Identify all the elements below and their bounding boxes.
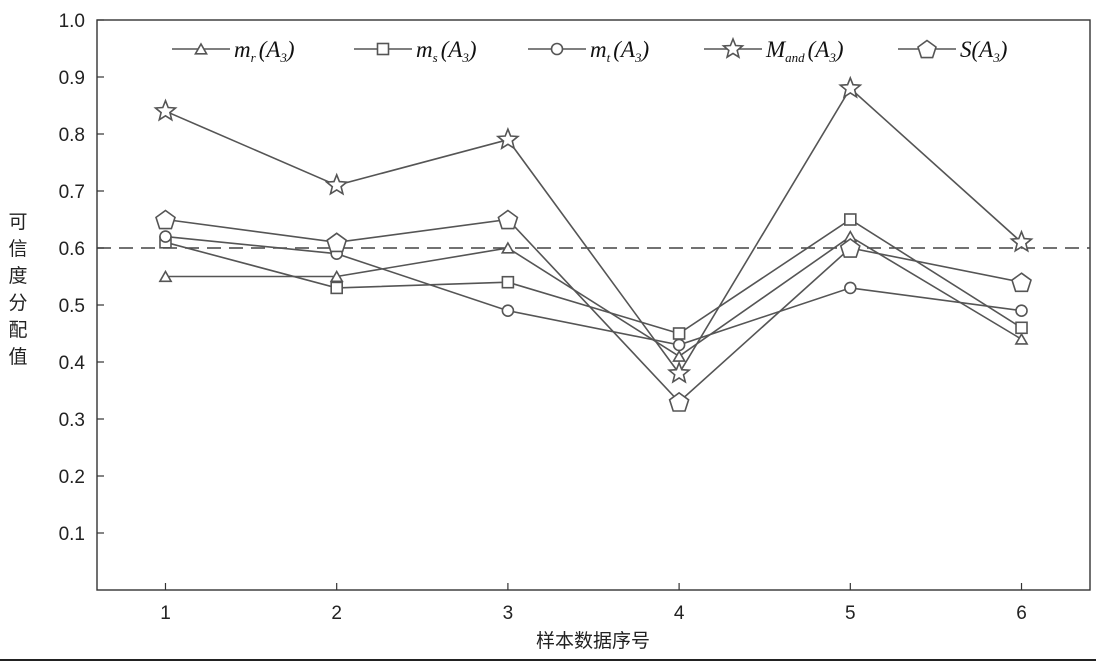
legend-marker-triangle [194, 42, 208, 55]
x-tick-label: 2 [331, 603, 342, 624]
legend-marker-square [376, 42, 390, 56]
series-triangle [158, 229, 1029, 362]
data-point-square [1015, 321, 1028, 335]
data-point-square [844, 213, 857, 226]
x-tick-label: 1 [160, 603, 171, 624]
data-point-pentagon [839, 238, 861, 258]
data-point-pentagon [497, 209, 519, 230]
y-tick-label: 0.8 [59, 125, 85, 146]
series-line-star [165, 87, 1023, 375]
series-line-circle [165, 235, 1022, 346]
y-tick-label: 0.9 [59, 68, 85, 89]
data-point-triangle [1014, 332, 1029, 345]
legend-item-square: ms (A3) [354, 37, 477, 65]
data-point-circle [672, 338, 686, 352]
legend-label: ms (A3) [416, 37, 477, 65]
series-layer [153, 75, 1034, 412]
data-point-star [495, 127, 520, 150]
x-tick-label: 3 [503, 603, 514, 624]
y-axis-title-char: 配 [8, 319, 27, 341]
x-tick-label: 6 [1016, 603, 1027, 624]
y-tick-label: 0.7 [59, 182, 85, 203]
data-point-star [153, 98, 178, 122]
y-tick-label: 1.0 [59, 11, 85, 32]
ticks-layer: 0.1 0.2 0.3 0.4 0.5 0.6 0.7 0.8 0.9 1.0 1 2 3 4 5 6 [59, 11, 1027, 624]
legend-item-triangle: mr (A3) [172, 37, 295, 65]
y-axis-title-char: 值 [8, 346, 27, 368]
legend-label: mt (A3) [590, 37, 649, 65]
legend: mr (A3) ms (A3) mt (A3) Mand (A3) S(A3) [172, 36, 1007, 65]
legend-marker-pentagon [917, 39, 937, 59]
data-point-circle [844, 281, 857, 295]
legend-marker-star [721, 36, 745, 59]
data-point-triangle [329, 269, 344, 283]
data-point-triangle [500, 241, 515, 254]
legend-item-pentagon: S(A3) [898, 37, 1007, 65]
y-tick-label: 0.3 [59, 410, 85, 431]
data-point-star [324, 172, 349, 196]
data-point-square [501, 275, 515, 289]
legend-item-circle: mt (A3) [528, 37, 649, 65]
series-star [153, 75, 1034, 384]
data-point-square [672, 327, 686, 340]
legend-label: S(A3) [960, 37, 1007, 65]
y-tick-label: 0.5 [59, 296, 85, 317]
series-circle [159, 230, 1028, 352]
series-line-pentagon [165, 218, 1022, 404]
plot-area-border [96, 19, 1091, 591]
x-tick-label: 5 [845, 603, 856, 624]
data-point-star [1009, 229, 1034, 253]
legend-label: mr (A3) [234, 37, 295, 65]
y-axis-title-char: 度 [8, 265, 27, 287]
data-point-circle [159, 230, 172, 243]
data-point-star [838, 75, 863, 99]
legend-marker-circle [550, 42, 564, 56]
y-tick-label: 0.1 [59, 524, 85, 545]
x-tick-label: 4 [674, 603, 685, 624]
data-point-triangle [158, 269, 173, 283]
data-point-pentagon [668, 391, 690, 412]
series-line-square [165, 218, 1022, 335]
legend-item-star: Mand (A3) [704, 36, 844, 65]
series-pentagon [155, 209, 1032, 412]
y-axis-title-char: 分 [8, 292, 27, 314]
y-tick-label: 0.6 [59, 239, 85, 260]
y-axis-title-char: 信 [8, 238, 27, 260]
data-point-star [667, 360, 692, 384]
data-point-pentagon [1011, 272, 1032, 293]
data-point-circle [501, 304, 515, 318]
y-axis-title-char: 可 [8, 211, 27, 233]
y-tick-label: 0.4 [59, 353, 86, 374]
data-point-pentagon [155, 209, 176, 230]
series-line-triangle [165, 235, 1022, 358]
x-axis-title: 样本数据序号 [536, 630, 650, 652]
plot-frame [96, 19, 1091, 591]
legend-label: Mand (A3) [765, 37, 844, 65]
y-tick-label: 0.2 [59, 467, 85, 488]
data-point-pentagon [326, 232, 348, 253]
data-point-square [330, 281, 343, 295]
data-point-circle [1015, 304, 1028, 318]
